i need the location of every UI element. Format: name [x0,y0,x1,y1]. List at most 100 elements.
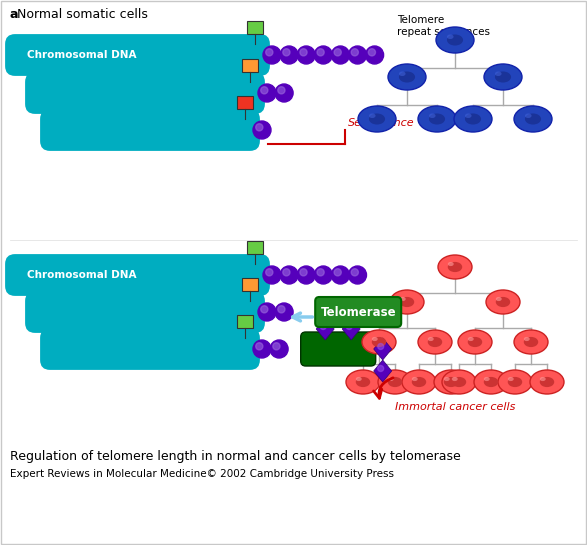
Ellipse shape [399,71,415,82]
Circle shape [253,121,271,139]
Ellipse shape [428,337,434,341]
Ellipse shape [388,377,394,381]
Ellipse shape [436,27,474,53]
Ellipse shape [525,113,532,118]
Circle shape [317,49,324,56]
Circle shape [349,46,366,64]
Bar [242,59,258,72]
Polygon shape [374,338,392,360]
Circle shape [261,306,268,313]
FancyArrowPatch shape [373,378,393,398]
Ellipse shape [540,377,554,387]
Ellipse shape [444,377,450,381]
Ellipse shape [402,370,436,394]
Ellipse shape [400,297,406,301]
Text: Normal somatic cells: Normal somatic cells [17,8,148,21]
Ellipse shape [496,297,510,307]
Ellipse shape [468,337,474,341]
Circle shape [253,340,271,358]
Circle shape [332,266,349,284]
Polygon shape [342,318,360,340]
Ellipse shape [390,290,424,314]
Circle shape [300,49,307,56]
Ellipse shape [399,71,406,76]
Circle shape [346,324,352,330]
Circle shape [275,84,293,102]
Ellipse shape [508,377,522,387]
Circle shape [317,269,324,276]
Text: Cancer cells: Cancer cells [17,255,93,268]
Ellipse shape [434,370,468,394]
Circle shape [297,46,315,64]
FancyBboxPatch shape [301,332,376,366]
Circle shape [297,266,315,284]
Circle shape [263,266,281,284]
Polygon shape [316,318,334,340]
Ellipse shape [418,330,452,354]
Bar [247,241,263,254]
Ellipse shape [356,377,370,387]
Circle shape [366,46,383,64]
Ellipse shape [525,113,541,124]
Ellipse shape [452,377,458,381]
FancyBboxPatch shape [25,72,265,114]
FancyBboxPatch shape [25,291,265,333]
Circle shape [314,266,332,284]
Text: Senescence: Senescence [348,118,414,128]
Circle shape [351,269,359,276]
Ellipse shape [498,370,532,394]
Text: Chromosomal DNA: Chromosomal DNA [27,270,137,280]
Circle shape [258,84,276,102]
Text: Regulation of telomere length in normal and cancer cells by telomerase: Regulation of telomere length in normal … [10,450,461,463]
Ellipse shape [496,297,502,301]
Ellipse shape [524,337,538,347]
Text: a: a [10,8,19,21]
Circle shape [377,343,384,349]
FancyBboxPatch shape [5,34,270,76]
Circle shape [332,46,349,64]
Circle shape [263,46,281,64]
Ellipse shape [442,370,476,394]
Ellipse shape [454,106,492,132]
Ellipse shape [378,370,412,394]
Circle shape [334,269,341,276]
Ellipse shape [411,377,426,387]
Ellipse shape [465,113,471,118]
Ellipse shape [486,290,520,314]
Ellipse shape [388,377,402,387]
Ellipse shape [514,330,548,354]
Ellipse shape [514,106,552,132]
Ellipse shape [468,337,483,347]
Circle shape [283,269,290,276]
Ellipse shape [524,337,529,341]
Circle shape [320,324,326,330]
Ellipse shape [474,370,508,394]
Circle shape [270,340,288,358]
Ellipse shape [411,377,418,381]
Ellipse shape [495,71,511,82]
Ellipse shape [372,337,386,347]
Bar [242,278,258,291]
Bar [237,315,253,328]
Circle shape [275,303,293,321]
Circle shape [334,49,341,56]
Ellipse shape [369,113,376,118]
Ellipse shape [495,71,501,76]
Circle shape [278,306,285,313]
FancyBboxPatch shape [40,328,260,370]
Ellipse shape [356,377,362,381]
Circle shape [256,343,263,350]
Ellipse shape [508,377,514,381]
FancyBboxPatch shape [5,254,270,296]
Ellipse shape [358,106,396,132]
Ellipse shape [346,370,380,394]
Text: Immortal cancer cells: Immortal cancer cells [395,402,515,412]
Text: b: b [10,255,19,268]
Circle shape [256,124,263,131]
Ellipse shape [400,297,414,307]
Circle shape [349,266,366,284]
Ellipse shape [429,113,436,118]
Ellipse shape [484,377,490,381]
Bar [237,96,253,109]
Ellipse shape [388,64,426,90]
